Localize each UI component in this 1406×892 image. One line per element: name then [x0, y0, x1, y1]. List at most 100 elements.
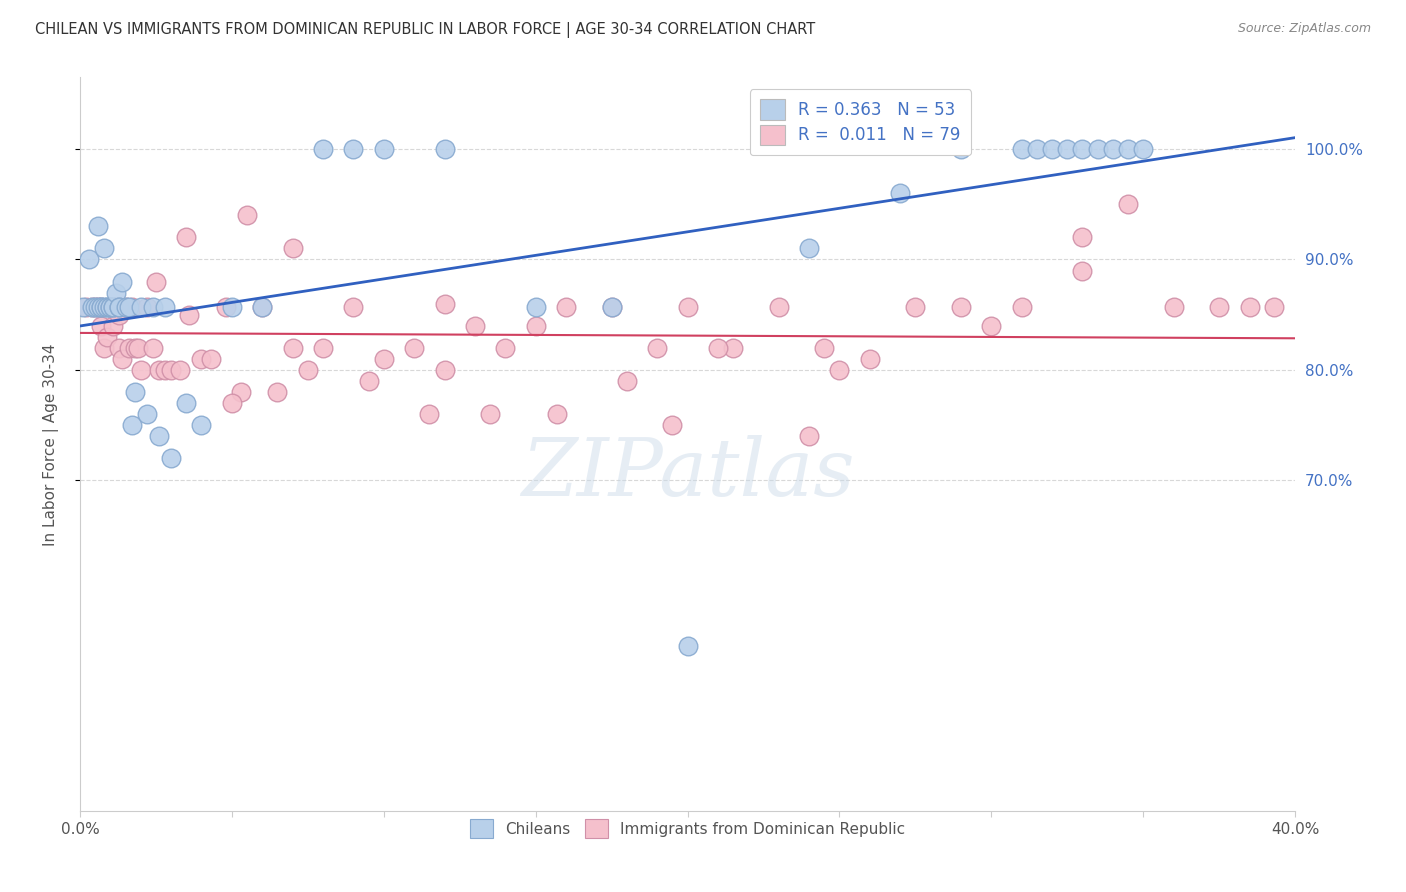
Point — [121, 300, 143, 314]
Point — [87, 300, 110, 314]
Point — [98, 300, 121, 314]
Point — [616, 374, 638, 388]
Point — [357, 374, 380, 388]
Point — [114, 300, 136, 314]
Point — [342, 142, 364, 156]
Point — [111, 351, 134, 366]
Point — [813, 341, 835, 355]
Point — [75, 300, 97, 314]
Point — [433, 142, 456, 156]
Point — [1071, 142, 1094, 156]
Point — [1102, 142, 1125, 156]
Point — [1087, 142, 1109, 156]
Point — [1026, 142, 1049, 156]
Point — [555, 300, 578, 314]
Point — [87, 300, 110, 314]
Point — [281, 341, 304, 355]
Point — [96, 300, 118, 314]
Point — [82, 300, 104, 314]
Point — [98, 300, 121, 314]
Point — [93, 242, 115, 256]
Point — [524, 300, 547, 314]
Point — [859, 351, 882, 366]
Point — [103, 300, 125, 314]
Point — [1208, 300, 1230, 314]
Point — [111, 275, 134, 289]
Point — [297, 363, 319, 377]
Point — [707, 341, 730, 355]
Point — [174, 396, 197, 410]
Point — [221, 300, 243, 314]
Point — [1239, 300, 1261, 314]
Point — [645, 341, 668, 355]
Point — [127, 341, 149, 355]
Point — [190, 351, 212, 366]
Point — [90, 300, 112, 314]
Point — [1132, 142, 1154, 156]
Point — [105, 285, 128, 300]
Point — [174, 230, 197, 244]
Point — [215, 300, 238, 314]
Text: CHILEAN VS IMMIGRANTS FROM DOMINICAN REPUBLIC IN LABOR FORCE | AGE 30-34 CORRELA: CHILEAN VS IMMIGRANTS FROM DOMINICAN REP… — [35, 22, 815, 38]
Point — [676, 639, 699, 653]
Point — [1011, 300, 1033, 314]
Point — [373, 351, 395, 366]
Point — [433, 363, 456, 377]
Point — [312, 341, 335, 355]
Point — [721, 341, 744, 355]
Point — [82, 300, 104, 314]
Point — [1071, 230, 1094, 244]
Point — [169, 363, 191, 377]
Point — [96, 300, 118, 314]
Point — [179, 308, 201, 322]
Point — [142, 341, 165, 355]
Point — [90, 300, 112, 314]
Point — [342, 300, 364, 314]
Point — [108, 300, 131, 314]
Point — [1263, 300, 1285, 314]
Point — [98, 300, 121, 314]
Point — [90, 318, 112, 333]
Point — [114, 300, 136, 314]
Point — [93, 300, 115, 314]
Point — [200, 351, 222, 366]
Point — [108, 300, 131, 314]
Point — [980, 318, 1002, 333]
Point — [404, 341, 426, 355]
Point — [105, 300, 128, 314]
Point — [433, 296, 456, 310]
Point — [312, 142, 335, 156]
Text: ZIPatlas: ZIPatlas — [520, 435, 855, 512]
Point — [229, 384, 252, 399]
Point — [661, 417, 683, 432]
Point — [148, 363, 170, 377]
Point — [889, 186, 911, 201]
Point — [124, 341, 146, 355]
Point — [494, 341, 516, 355]
Point — [464, 318, 486, 333]
Point — [103, 318, 125, 333]
Point — [1056, 142, 1078, 156]
Point — [117, 341, 139, 355]
Point — [135, 407, 157, 421]
Point — [266, 384, 288, 399]
Point — [96, 330, 118, 344]
Point — [160, 451, 183, 466]
Point — [153, 300, 176, 314]
Text: Source: ZipAtlas.com: Source: ZipAtlas.com — [1237, 22, 1371, 36]
Point — [117, 300, 139, 314]
Point — [103, 300, 125, 314]
Point — [77, 252, 100, 267]
Point — [418, 407, 440, 421]
Point — [108, 341, 131, 355]
Point — [148, 429, 170, 443]
Point — [221, 396, 243, 410]
Y-axis label: In Labor Force | Age 30-34: In Labor Force | Age 30-34 — [44, 343, 59, 546]
Point — [1040, 142, 1063, 156]
Legend: Chileans, Immigrants from Dominican Republic: Chileans, Immigrants from Dominican Repu… — [464, 813, 911, 844]
Point — [949, 300, 972, 314]
Point — [84, 300, 107, 314]
Point — [904, 300, 927, 314]
Point — [1163, 300, 1185, 314]
Point — [129, 300, 152, 314]
